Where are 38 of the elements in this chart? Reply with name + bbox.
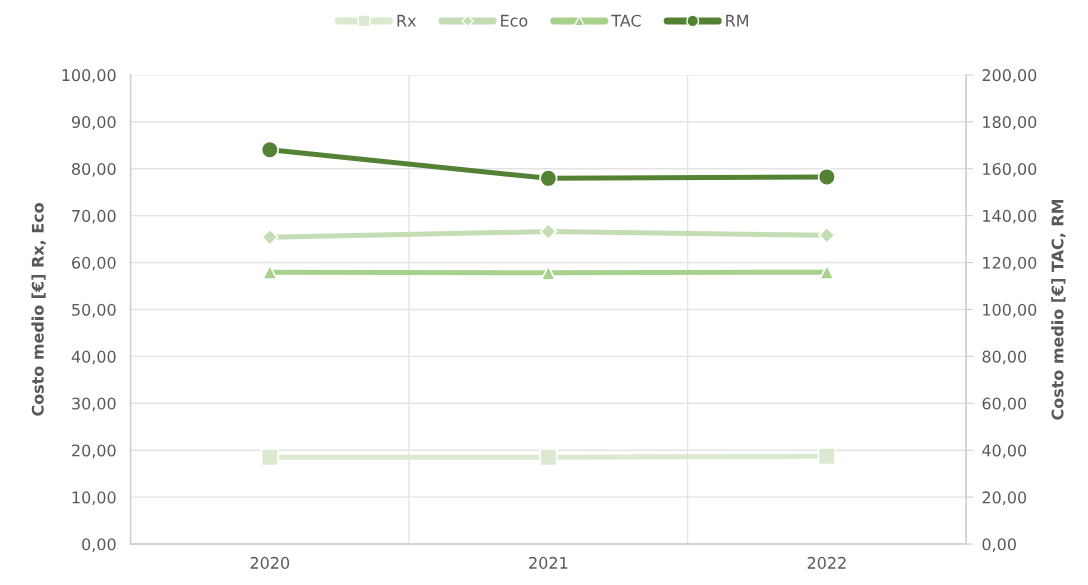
y-tick-label: 90,00	[71, 116, 116, 130]
y-tick-label: 20,00	[72, 444, 116, 459]
y-tick-label: 30,00	[72, 397, 116, 412]
point	[539, 448, 558, 467]
point	[539, 169, 558, 188]
y-tick-label: 60,00	[72, 256, 116, 271]
y2-tick-label: 200,00	[982, 69, 1037, 83]
y-tick-label: 10,00	[72, 491, 116, 506]
y2-tick-label: 140,00	[983, 209, 1037, 224]
y-tick-label: 70,00	[72, 209, 116, 224]
y-tick-label: 40,00	[71, 350, 116, 365]
point	[260, 140, 279, 159]
y2-tick-label: 160,00	[983, 162, 1037, 177]
legend-label: TAC	[611, 14, 641, 27]
point	[260, 448, 279, 467]
x-tick-label: 2020	[250, 556, 290, 569]
point	[261, 228, 279, 246]
x-tick-label: 2021	[529, 556, 568, 569]
y2-tick-label: 20,00	[982, 491, 1027, 506]
y2-tick-label: 40,00	[982, 444, 1027, 459]
y2-tick-label: 120,00	[983, 256, 1037, 271]
y-tick-label: 50,00	[72, 303, 116, 318]
y-tick-label: 100,00	[62, 69, 116, 83]
y2-axis-title: Costo medio [€] TAC, RM	[1051, 199, 1066, 420]
point	[817, 447, 837, 466]
y-axis-title: Costo medio [€] Rx, Eco	[31, 203, 46, 416]
y2-tick-label: 0,00	[982, 538, 1016, 552]
legend-label: RM	[726, 14, 748, 27]
y-tick-label: 0,00	[82, 538, 116, 552]
legend-label: Rx	[397, 14, 416, 27]
y2-tick-label: 80,00	[982, 350, 1027, 365]
y-tick-label: 80,00	[72, 162, 116, 177]
y2-tick-label: 60,00	[982, 397, 1027, 412]
y2-tick-label: 100,00	[983, 303, 1037, 318]
legend-label: Eco	[501, 14, 528, 27]
point	[817, 167, 837, 187]
y2-tick-label: 180,00	[983, 116, 1037, 130]
x-tick-label: 2022	[807, 556, 846, 569]
